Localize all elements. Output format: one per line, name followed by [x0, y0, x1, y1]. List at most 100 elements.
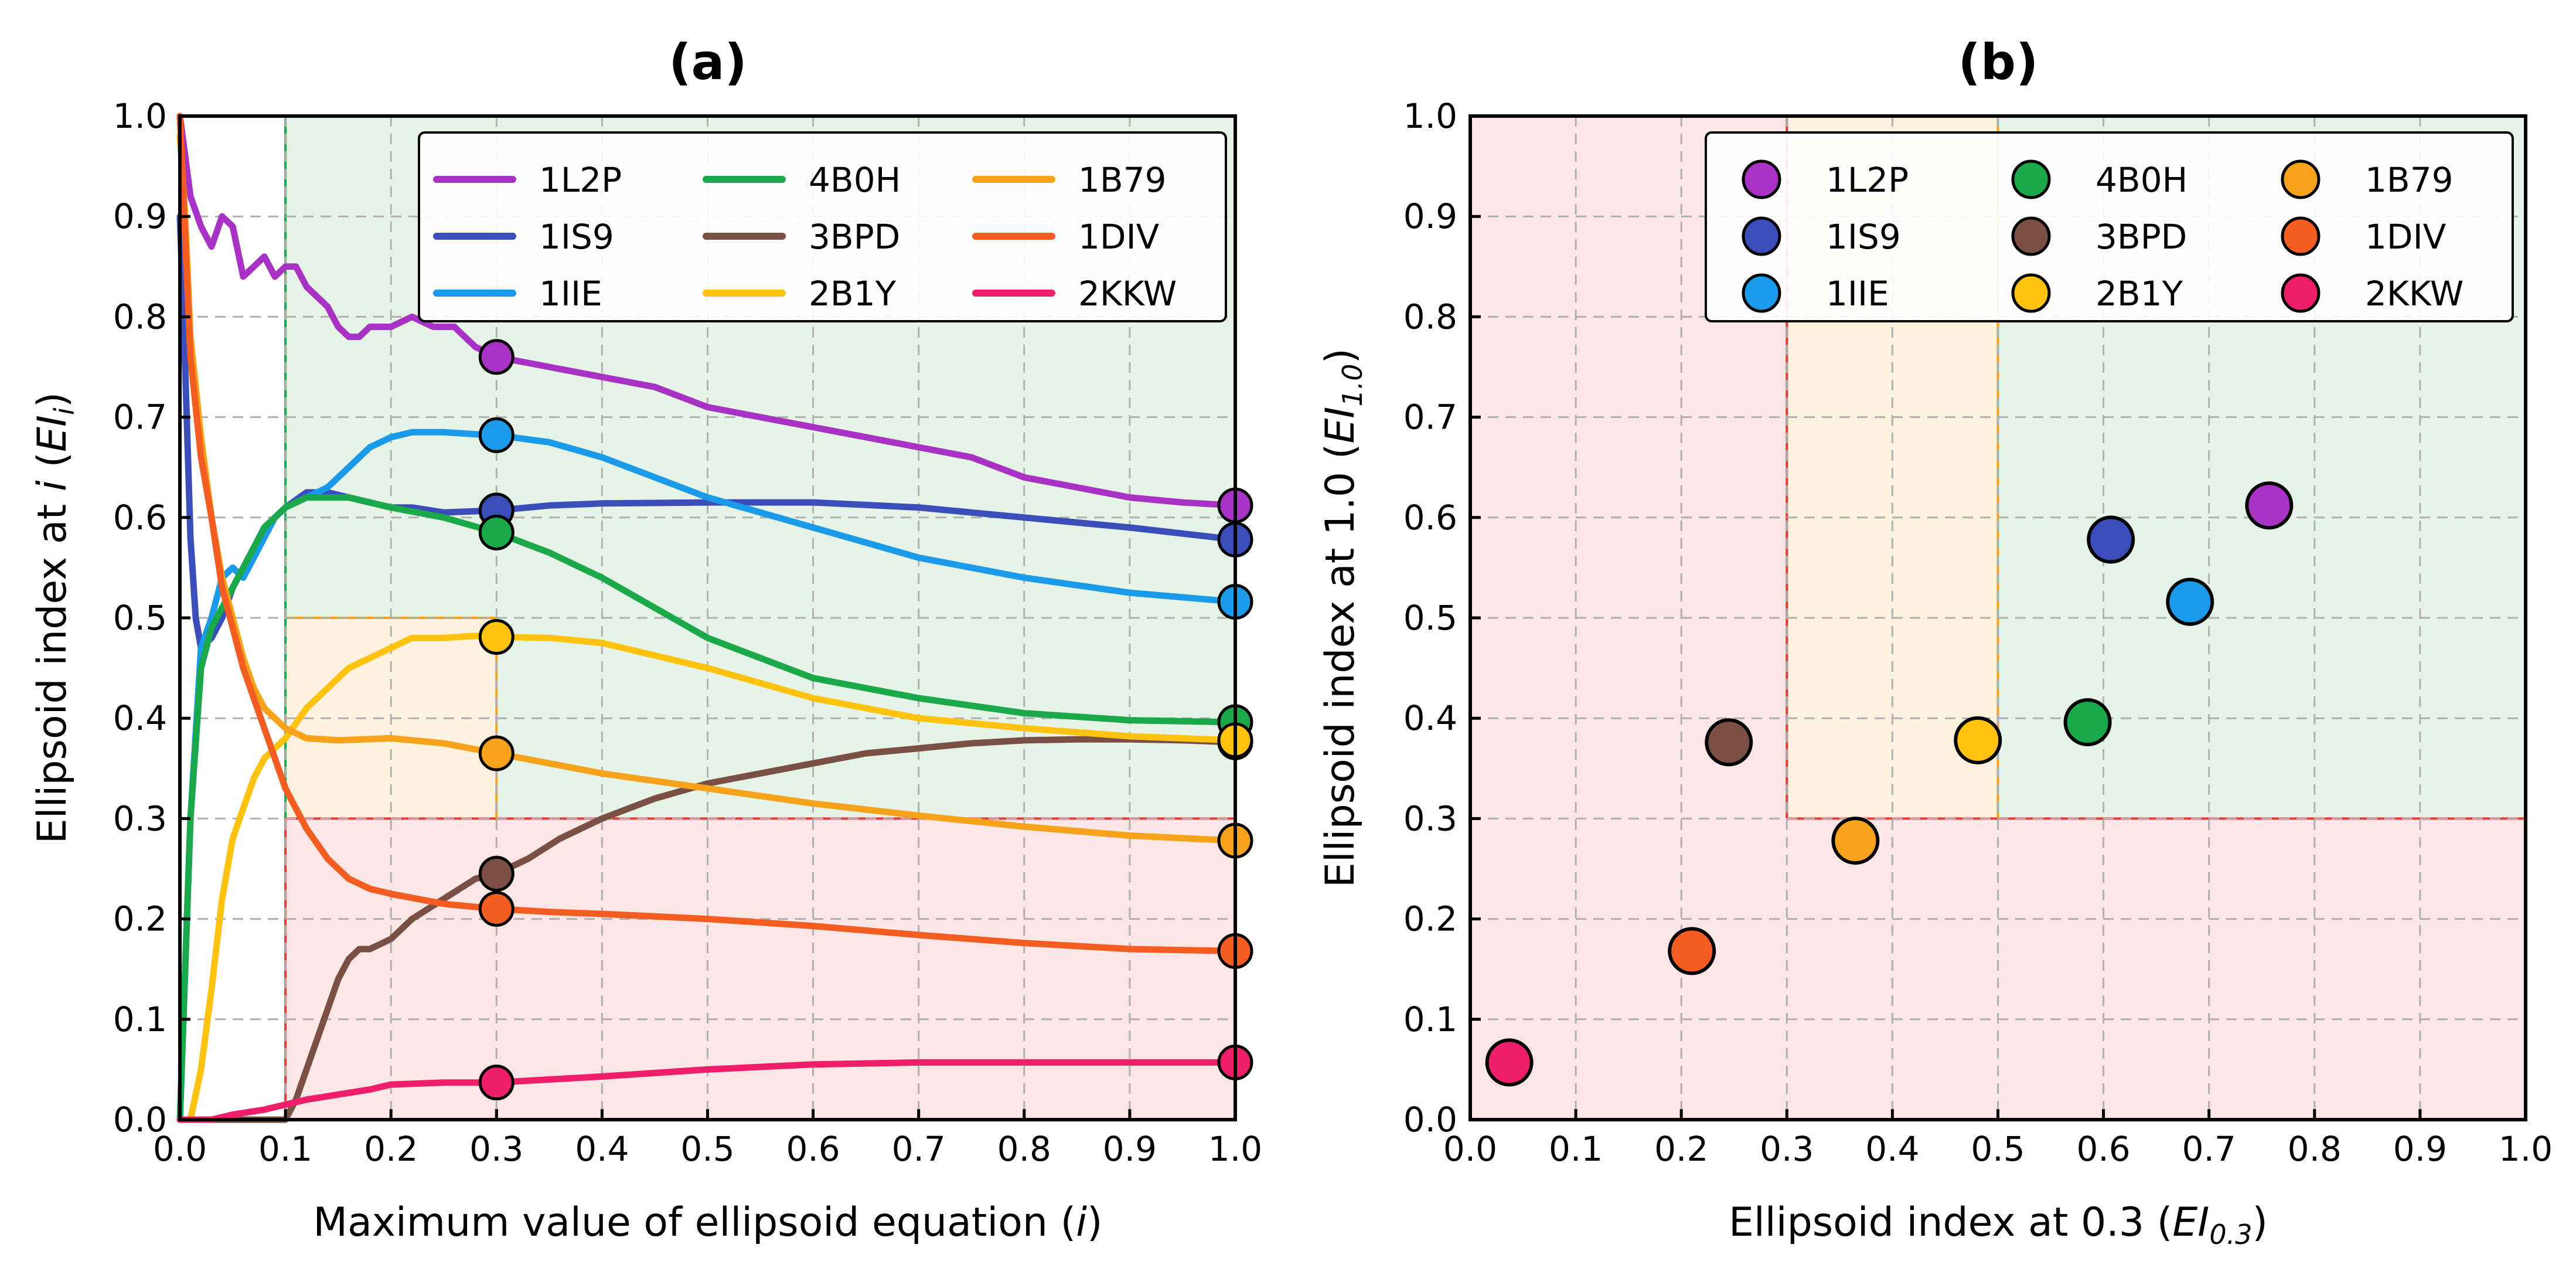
- y-tick-label: 0.2: [113, 899, 167, 939]
- legend-swatch-2kkw: [2281, 273, 2321, 313]
- marker-2kkw-at-0.3: [478, 1065, 514, 1101]
- panel-b: (b) 0.0 0.1 0.2 0.3 0.4 0.5 0.6 0.7 0.8 0.9 1.00.0…: [1317, 33, 2553, 1250]
- series-line-1iie: [176, 429, 1239, 1123]
- legend-label-2kkw: 2KKW: [1078, 274, 1177, 314]
- panel-a-ticks: 0.0 0.1 0.2 0.3 0.4 0.5 0.6 0.7 0.8 0.9 1.0 0.0 0.1 0…: [113, 96, 1262, 1169]
- y-tick-label: 0.3: [113, 798, 167, 838]
- marker-1l2p-at-0.3: [478, 339, 514, 375]
- x-tick-label: 1.0: [1208, 1129, 1262, 1169]
- legend-label-2b1y: 2B1Y: [809, 274, 897, 314]
- y-tick-label: 0.8: [1403, 297, 1457, 336]
- legend-label-1div: 1DIV: [1078, 217, 1160, 257]
- scatter-point-1iie: [2166, 577, 2214, 626]
- legend-swatch-4b0h: [2011, 159, 2051, 199]
- x-tick-label: 0.4: [575, 1129, 629, 1169]
- x-tick-label: 0.0: [1443, 1129, 1497, 1169]
- y-tick-label: 0.1: [1403, 999, 1457, 1039]
- x-tick-label: 0.4: [1865, 1129, 1919, 1169]
- scatter-point-1l2p: [2245, 481, 2294, 530]
- x-tick-label: 0.9: [1103, 1129, 1157, 1169]
- legend-swatch-1iie: [1742, 273, 1781, 313]
- panel-b-legend: 1L2P 1IS9 1IIE 4B0H 3BPD 2B1Y 1B79 1DIV 2KKW: [1705, 131, 2514, 322]
- x-tick-label: 0.3: [469, 1129, 523, 1169]
- x-tick-label: 0.1: [258, 1129, 312, 1169]
- y-tick-label: 0.0: [1403, 1100, 1457, 1140]
- legend-label-4b0h: 4B0H: [2095, 160, 2187, 200]
- y-tick-label: 1.0: [1403, 96, 1457, 136]
- scatter-point-1b79: [1831, 817, 1880, 865]
- legend-label-1is9: 1IS9: [1826, 217, 1901, 257]
- legend-label-3bpd: 3BPD: [2095, 217, 2187, 257]
- panel-a-series-lines: [176, 113, 1239, 1123]
- scatter-point-2kkw: [1485, 1038, 1534, 1087]
- panel-a-markers: [478, 339, 1253, 1101]
- panel-a-title: (a): [669, 33, 747, 91]
- marker-4b0h-at-0.3: [478, 514, 514, 550]
- marker-2b1y-at-0.3: [478, 619, 514, 655]
- series-line-1div: [176, 113, 1239, 954]
- panel-a-xlabel: Maximum value of ellipsoid equation (i): [313, 1199, 1102, 1246]
- legend-label-1l2p: 1L2P: [1826, 160, 1909, 200]
- legend-label-1is9: 1IS9: [539, 217, 614, 257]
- zone-red: [285, 818, 1236, 1120]
- y-tick-label: 0.6: [113, 498, 167, 538]
- scatter-point-1is9: [2087, 515, 2135, 564]
- legend-label-1b79: 1B79: [1078, 160, 1167, 200]
- marker-1iie-at-0.3: [478, 417, 514, 453]
- x-tick-label: 0.6: [786, 1129, 840, 1169]
- legend-swatch-1l2p: [1742, 159, 1781, 199]
- panel-a-ylabel: Ellipsoid index at i (EIi): [29, 392, 80, 844]
- x-tick-label: 0.5: [680, 1129, 734, 1169]
- x-tick-label: 0.3: [1760, 1129, 1814, 1169]
- scatter-point-4b0h: [2063, 698, 2112, 747]
- legend-swatch-1div: [2281, 216, 2321, 256]
- x-tick-label: 0.1: [1549, 1129, 1603, 1169]
- panel-b-points: [1485, 481, 2294, 1087]
- panel-a: (a) 0.0 0.1 0.2 0.3 0.4 0.5 0.6 0.7 0.8 0.9 1.00.0…: [29, 33, 1262, 1246]
- y-tick-label: 0.5: [113, 598, 167, 638]
- marker-1b79-at-0.3: [478, 735, 514, 771]
- y-tick-label: 0.6: [1403, 498, 1457, 538]
- legend-label-1div: 1DIV: [2365, 217, 2446, 257]
- legend-swatch-1is9: [1742, 216, 1781, 256]
- marker-1div-at-0.3: [478, 890, 514, 927]
- y-tick-label: 0.0: [113, 1100, 167, 1140]
- legend-label-1l2p: 1L2P: [539, 160, 622, 200]
- legend-label-2b1y: 2B1Y: [2095, 274, 2183, 314]
- x-tick-label: 0.5: [1971, 1129, 2025, 1169]
- y-tick-label: 0.7: [113, 397, 167, 437]
- legend-label-4b0h: 4B0H: [809, 160, 901, 200]
- legend-swatch-2b1y: [2011, 273, 2051, 313]
- y-tick-label: 0.2: [1403, 899, 1457, 939]
- x-tick-label: 0.2: [364, 1129, 418, 1169]
- x-tick-label: 0.6: [2076, 1129, 2130, 1169]
- legend-label-3bpd: 3BPD: [809, 217, 900, 257]
- y-tick-label: 0.5: [1403, 598, 1457, 638]
- panel-b-title: (b): [1958, 33, 2039, 91]
- y-tick-label: 0.1: [113, 999, 167, 1039]
- x-tick-label: 0.8: [997, 1129, 1051, 1169]
- y-tick-label: 0.3: [1403, 798, 1457, 838]
- x-tick-label: 0.9: [2393, 1129, 2447, 1169]
- y-tick-label: 0.8: [113, 297, 167, 336]
- series-line-1l2p: [176, 113, 1239, 509]
- y-tick-label: 0.4: [113, 698, 167, 738]
- series-line-2b1y: [176, 633, 1239, 1123]
- scatter-point-1div: [1668, 927, 1716, 975]
- y-tick-label: 1.0: [113, 96, 167, 136]
- scatter-point-3bpd: [1705, 718, 1753, 767]
- x-tick-label: 0.7: [2182, 1129, 2236, 1169]
- x-tick-label: 0.7: [892, 1129, 946, 1169]
- marker-3bpd-at-0.3: [478, 856, 514, 892]
- series-line-2kkw: [176, 1059, 1239, 1123]
- legend-label-2kkw: 2KKW: [2365, 274, 2463, 314]
- x-tick-label: 0.8: [2288, 1129, 2342, 1169]
- x-tick-label: 0.2: [1654, 1129, 1708, 1169]
- y-tick-label: 0.4: [1403, 698, 1457, 738]
- panel-b-ylabel: Ellipsoid index at 1.0 (EI1.0): [1317, 348, 1368, 888]
- x-tick-label: 0.0: [153, 1129, 207, 1169]
- legend-label-1iie: 1IIE: [1826, 274, 1889, 314]
- legend-label-1iie: 1IIE: [539, 274, 602, 314]
- panel-b-ticks: 0.0 0.1 0.2 0.3 0.4 0.5 0.6 0.7 0.8 0.9 1.0 0.0 0.1 0…: [1403, 96, 2553, 1169]
